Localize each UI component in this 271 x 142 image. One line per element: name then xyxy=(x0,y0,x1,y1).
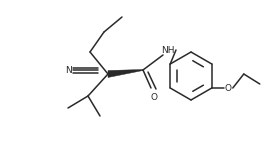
Text: O: O xyxy=(150,93,157,103)
Text: N: N xyxy=(65,65,72,75)
Text: NH: NH xyxy=(161,45,175,55)
Polygon shape xyxy=(108,69,143,78)
Text: O: O xyxy=(224,83,231,92)
